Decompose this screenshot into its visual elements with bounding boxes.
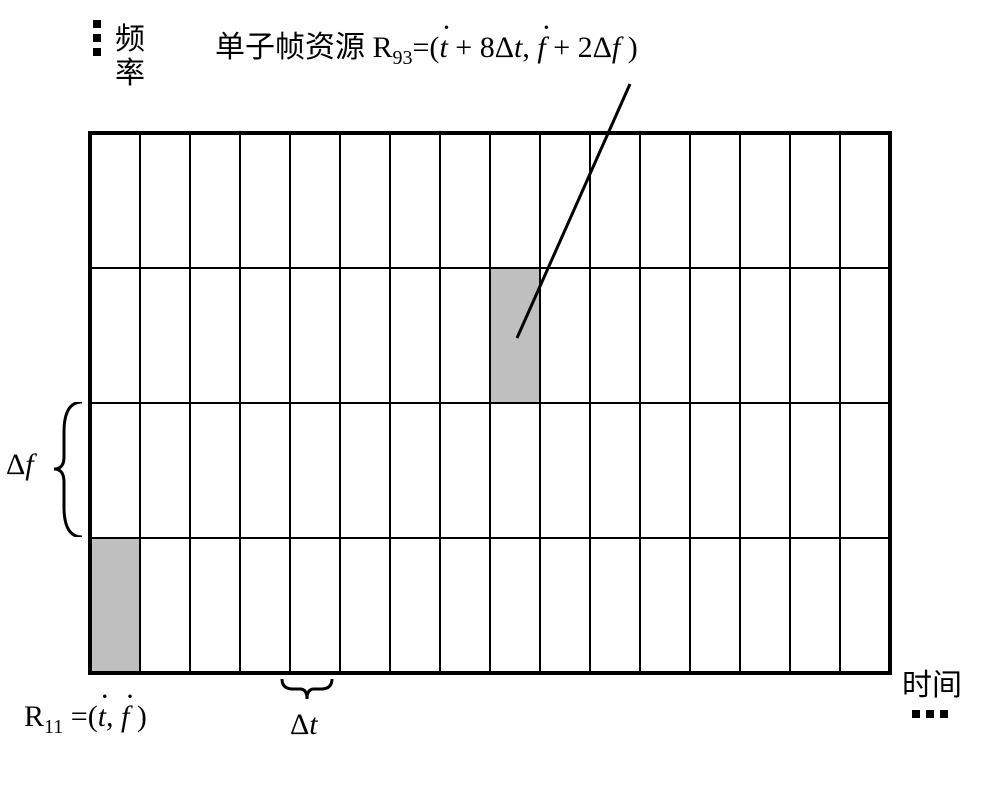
- y-axis-dots: [93, 20, 101, 56]
- grid-cell: [839, 132, 891, 269]
- r93-mid2: ,: [522, 31, 537, 64]
- grid-cell: [139, 132, 191, 269]
- grid-cell: [589, 537, 641, 674]
- grid-cell: [389, 267, 441, 404]
- resource-grid: [90, 133, 890, 673]
- grid-cell: [789, 537, 841, 674]
- grid-cell: [689, 132, 741, 269]
- grid-cell: [739, 402, 791, 539]
- grid-cell: [639, 537, 691, 674]
- grid-cell: [139, 537, 191, 674]
- grid-cell: [439, 402, 491, 539]
- r11-tdot: ·t: [98, 700, 106, 733]
- r11-eq: =(: [63, 700, 97, 733]
- top-prefix: 单子帧资源: [215, 31, 373, 64]
- grid-cell: [239, 267, 291, 404]
- grid-cell: [339, 132, 391, 269]
- grid-cell: [639, 132, 691, 269]
- r11-sub: 11: [44, 716, 63, 738]
- grid-cell: [389, 402, 441, 539]
- grid-cell: [589, 402, 641, 539]
- r93-fdot: ·f: [537, 31, 545, 64]
- grid-cell: [289, 402, 341, 539]
- grid-cell: [489, 267, 541, 404]
- grid-cell: [439, 267, 491, 404]
- grid-cell: [739, 267, 791, 404]
- grid-cell: [539, 132, 591, 269]
- grid-cell: [89, 402, 141, 539]
- grid-cell: [489, 537, 541, 674]
- grid-cell: [139, 402, 191, 539]
- r93-end: ): [620, 31, 638, 64]
- grid-cell: [239, 537, 291, 674]
- grid-cell: [339, 537, 391, 674]
- r11-R: R: [24, 700, 44, 733]
- delta-t-label: Δt: [290, 708, 318, 742]
- grid-cell: [689, 267, 741, 404]
- grid-cell: [239, 402, 291, 539]
- x-axis-label: 时间: [902, 660, 962, 704]
- grid-cell: [89, 537, 141, 674]
- grid-cell: [289, 537, 341, 674]
- grid-cell: [489, 402, 541, 539]
- grid-cell: [689, 537, 741, 674]
- grid-cell: [189, 537, 241, 674]
- grid-cell: [639, 402, 691, 539]
- r11-fdot: ·f: [121, 700, 129, 733]
- grid-cell: [489, 132, 541, 269]
- grid-cell: [89, 267, 141, 404]
- grid-cell: [339, 267, 391, 404]
- grid-cell: [189, 132, 241, 269]
- grid-cell: [839, 267, 891, 404]
- grid-cell: [589, 267, 641, 404]
- grid-cell: [789, 132, 841, 269]
- r93-R: R: [373, 31, 393, 64]
- y-axis-label-2: 率: [115, 48, 145, 92]
- grid-cell: [89, 132, 141, 269]
- r93-eq: =(: [413, 31, 440, 64]
- grid-cell: [239, 132, 291, 269]
- grid-cell: [539, 267, 591, 404]
- grid-cell: [539, 537, 591, 674]
- diagram-container: 频 率 单子帧资源 R93=(·t + 8Δt, ·f + 2Δf ) Δf Δ…: [0, 0, 1000, 797]
- grid-cell: [839, 402, 891, 539]
- delta-f-label: Δf: [6, 448, 34, 482]
- x-axis-dots: [912, 710, 948, 718]
- r93-mid3: + 2Δf: [546, 31, 621, 64]
- grid-cell: [789, 267, 841, 404]
- grid-cell: [389, 132, 441, 269]
- r93-tdot: ·t: [439, 31, 447, 64]
- grid-cell: [189, 402, 241, 539]
- grid-cell: [289, 267, 341, 404]
- grid-cell: [139, 267, 191, 404]
- r93-mid1: + 8Δt: [448, 31, 523, 64]
- grid-cell: [189, 267, 241, 404]
- brace-delta-f: [52, 402, 88, 537]
- r93-sub: 93: [393, 47, 413, 69]
- top-formula-label: 单子帧资源 R93=(·t + 8Δt, ·f + 2Δf ): [215, 22, 638, 70]
- grid-cell: [589, 132, 641, 269]
- grid-cell: [339, 402, 391, 539]
- grid-cell: [689, 402, 741, 539]
- grid-cell: [439, 132, 491, 269]
- grid-cell: [439, 537, 491, 674]
- grid-cell: [639, 267, 691, 404]
- grid-cell: [539, 402, 591, 539]
- grid-cell: [289, 132, 341, 269]
- r11-formula: R11 =(·t, ·f ): [24, 700, 147, 739]
- grid-cell: [739, 537, 791, 674]
- grid-cell: [789, 402, 841, 539]
- grid-cell: [739, 132, 791, 269]
- grid-cell: [839, 537, 891, 674]
- brace-delta-t: [280, 677, 334, 709]
- grid-cell: [389, 537, 441, 674]
